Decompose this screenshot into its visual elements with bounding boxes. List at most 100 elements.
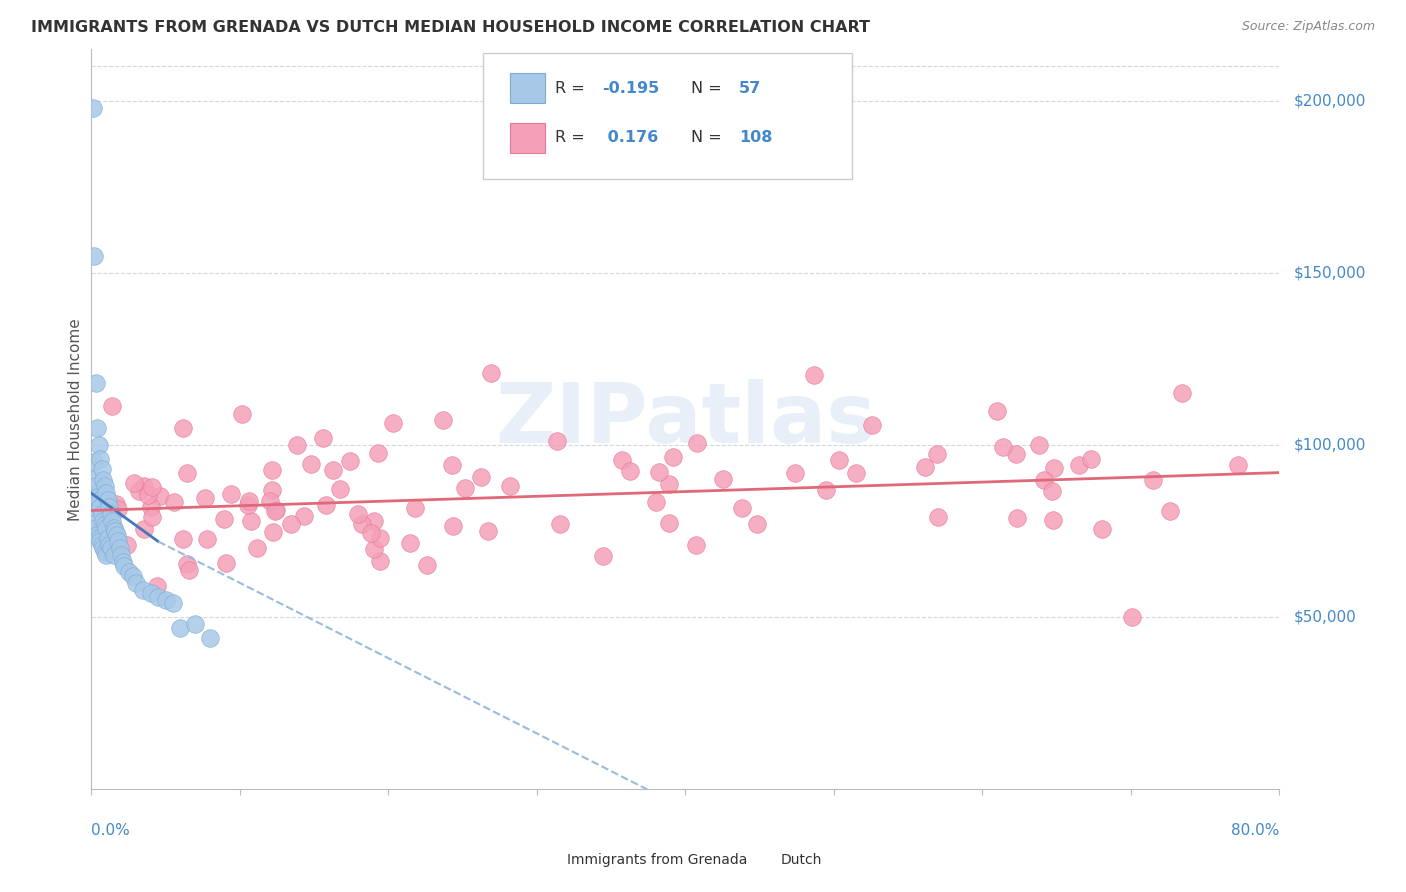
Point: [1028, 438, 1050, 452]
Text: $50,000: $50,000: [1294, 610, 1357, 624]
Point: [339, 454, 361, 468]
FancyBboxPatch shape: [509, 73, 546, 103]
Point: [145, 579, 167, 593]
Point: [239, 514, 262, 528]
Point: [363, 514, 385, 528]
Point: [97, 493, 120, 508]
Point: [991, 440, 1014, 454]
Point: [98, 538, 121, 552]
Text: Source: ZipAtlas.com: Source: ZipAtlas.com: [1241, 20, 1375, 33]
Point: [89, 451, 111, 466]
Point: [212, 512, 235, 526]
Point: [264, 503, 287, 517]
Point: [155, 593, 177, 607]
Point: [91, 514, 114, 528]
Point: [141, 480, 163, 494]
Point: [219, 487, 242, 501]
Point: [83, 500, 105, 514]
Point: [94, 545, 117, 559]
Point: [91, 473, 114, 487]
Point: [90, 538, 112, 552]
Text: ZIPatlas: ZIPatlas: [495, 379, 876, 459]
Point: [1121, 610, 1143, 624]
Point: [1069, 458, 1091, 472]
FancyBboxPatch shape: [540, 853, 562, 871]
Point: [262, 483, 284, 497]
Point: [101, 514, 124, 528]
Point: [84, 376, 107, 390]
Point: [368, 553, 391, 567]
Point: [1042, 460, 1064, 475]
Point: [104, 497, 127, 511]
Point: [107, 502, 129, 516]
Point: [177, 563, 200, 577]
Point: [82, 101, 104, 115]
Point: [215, 556, 238, 570]
Point: [1005, 510, 1028, 524]
FancyBboxPatch shape: [509, 123, 546, 153]
Point: [827, 453, 849, 467]
Point: [89, 534, 111, 549]
Text: 80.0%: 80.0%: [1232, 822, 1279, 838]
Point: [115, 538, 138, 552]
Point: [815, 483, 838, 497]
Point: [1142, 473, 1164, 487]
Text: N =: N =: [692, 130, 727, 145]
Point: [347, 507, 370, 521]
Point: [83, 455, 105, 469]
Point: [84, 521, 107, 535]
Point: [592, 549, 614, 563]
Point: [481, 366, 503, 380]
Point: [292, 508, 315, 523]
Point: [785, 467, 807, 481]
Text: $100,000: $100,000: [1294, 438, 1365, 452]
Point: [96, 486, 118, 500]
Text: R =: R =: [555, 81, 589, 95]
Point: [686, 435, 709, 450]
Point: [148, 590, 170, 604]
Point: [122, 476, 145, 491]
Text: 108: 108: [740, 130, 772, 145]
Point: [845, 467, 868, 481]
Point: [263, 504, 285, 518]
Point: [132, 479, 155, 493]
Point: [110, 548, 132, 562]
Point: [477, 524, 499, 538]
Point: [1032, 473, 1054, 487]
Point: [172, 421, 194, 435]
Point: [195, 532, 218, 546]
Point: [96, 521, 118, 535]
Point: [108, 541, 131, 556]
Point: [90, 507, 112, 521]
Point: [260, 463, 283, 477]
Point: [432, 413, 454, 427]
Point: [986, 403, 1008, 417]
Point: [499, 479, 522, 493]
Point: [107, 534, 129, 549]
Point: [231, 407, 253, 421]
Point: [86, 490, 108, 504]
Point: [914, 459, 936, 474]
Point: [86, 527, 108, 541]
Text: Immigrants from Grenada: Immigrants from Grenada: [567, 853, 747, 867]
Point: [136, 487, 159, 501]
Point: [139, 586, 162, 600]
Point: [416, 558, 439, 572]
Point: [315, 498, 337, 512]
Point: [927, 510, 949, 524]
Text: $150,000: $150,000: [1294, 266, 1365, 280]
Point: [610, 453, 633, 467]
Point: [860, 418, 883, 433]
Point: [360, 525, 382, 540]
Point: [94, 479, 117, 493]
Point: [658, 476, 681, 491]
Point: [90, 462, 112, 476]
Text: 57: 57: [740, 81, 761, 95]
Point: [89, 500, 111, 514]
Point: [645, 495, 668, 509]
Point: [86, 421, 108, 435]
Point: [441, 458, 464, 473]
Point: [122, 569, 145, 583]
Point: [352, 516, 374, 531]
Point: [96, 548, 118, 562]
